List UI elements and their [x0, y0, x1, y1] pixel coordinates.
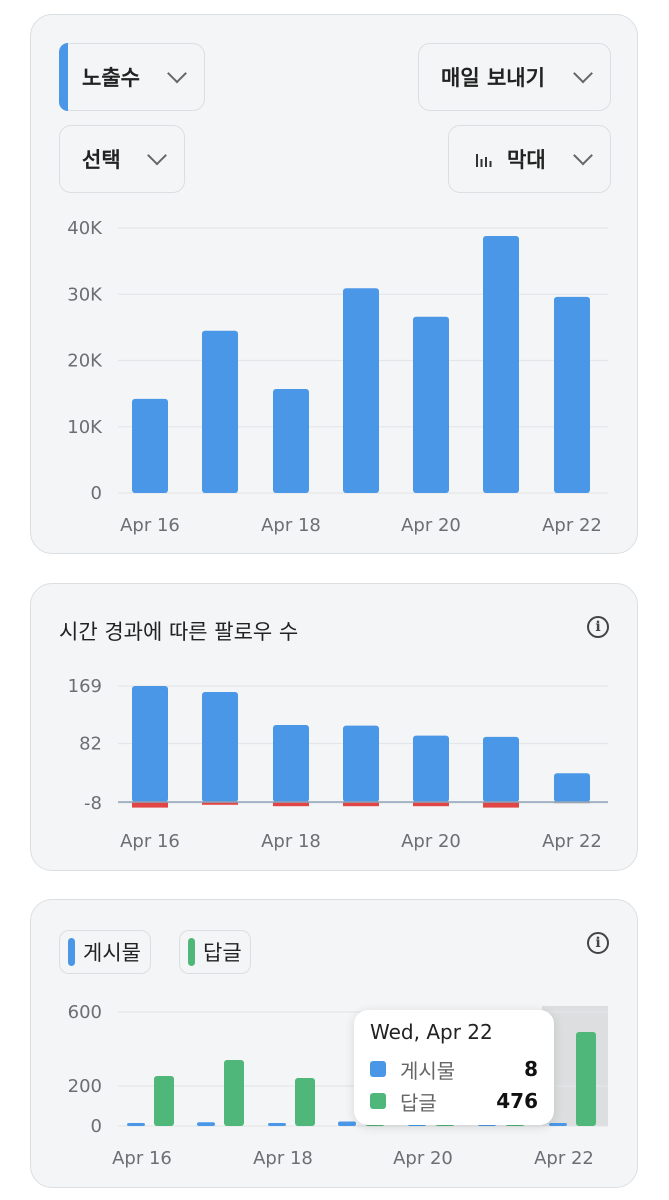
tooltip-posts-swatch	[370, 1061, 386, 1077]
impressions-card: 노출수 매일 보내기 선택 막대	[30, 14, 638, 554]
tooltip-posts-value: 8	[524, 1057, 538, 1081]
metric-dropdown-label: 노출수	[82, 66, 140, 90]
legend-posts[interactable]: 게시물	[59, 930, 151, 974]
select-dropdown[interactable]: 선택	[59, 125, 185, 193]
tooltip-replies-value: 476	[496, 1089, 538, 1113]
chevron-down-icon	[573, 145, 593, 166]
select-dropdown-label: 선택	[82, 148, 121, 172]
chart-type-dropdown[interactable]: 막대	[448, 125, 611, 193]
legend-replies-swatch	[188, 938, 195, 966]
legend-replies-label: 답글	[203, 941, 242, 965]
tooltip-replies-swatch	[370, 1093, 386, 1109]
followers-chart-title: 시간 경과에 따른 팔로우 수	[59, 620, 299, 644]
bar-chart-icon	[476, 154, 492, 167]
legend-replies[interactable]: 답글	[179, 930, 251, 974]
chevron-down-icon	[573, 63, 593, 84]
chevron-down-icon	[147, 145, 167, 166]
chart-type-dropdown-label: 막대	[507, 148, 546, 172]
legend-posts-label: 게시물	[83, 941, 141, 965]
info-icon[interactable]: i	[587, 616, 609, 638]
schedule-dropdown-label: 매일 보내기	[441, 66, 545, 90]
metric-dropdown[interactable]: 노출수	[59, 43, 205, 111]
tooltip-posts-name: 게시물	[400, 1058, 456, 1083]
tooltip-replies-name: 답글	[400, 1090, 437, 1115]
tooltip-row-posts: 게시물 8	[370, 1056, 538, 1083]
tooltip-row-replies: 답글 476	[370, 1088, 538, 1115]
tooltip-date: Wed, Apr 22	[370, 1020, 493, 1044]
info-icon[interactable]: i	[587, 932, 609, 954]
metric-accent	[59, 43, 68, 111]
chevron-down-icon	[167, 63, 187, 84]
followers-card: 시간 경과에 따른 팔로우 수 i	[30, 583, 638, 871]
chart-tooltip: Wed, Apr 22 게시물 8 답글 476	[354, 1010, 554, 1125]
legend-posts-swatch	[68, 938, 75, 966]
schedule-dropdown[interactable]: 매일 보내기	[418, 43, 611, 111]
